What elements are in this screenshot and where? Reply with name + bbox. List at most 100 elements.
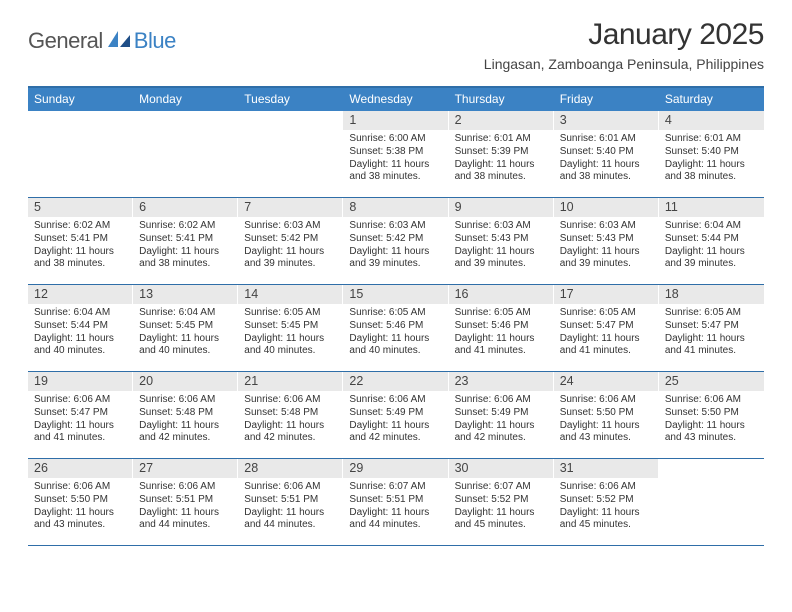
day-number: 3	[554, 111, 659, 130]
calendar-cell: 28Sunrise: 6:06 AMSunset: 5:51 PMDayligh…	[238, 459, 343, 545]
day-detail-line: Daylight: 11 hours	[349, 507, 442, 520]
day-detail-line: and 38 minutes.	[455, 171, 548, 184]
day-detail-line: and 39 minutes.	[244, 258, 337, 271]
calendar-cell: 1Sunrise: 6:00 AMSunset: 5:38 PMDaylight…	[343, 111, 448, 197]
day-number: 13	[133, 285, 238, 304]
day-detail-line: Daylight: 11 hours	[560, 507, 653, 520]
day-details: Sunrise: 6:06 AMSunset: 5:52 PMDaylight:…	[554, 478, 659, 532]
day-number: 21	[238, 372, 343, 391]
calendar-cell: 20Sunrise: 6:06 AMSunset: 5:48 PMDayligh…	[133, 372, 238, 458]
day-number: 24	[554, 372, 659, 391]
day-number: 25	[659, 372, 764, 391]
day-detail-line: Sunset: 5:45 PM	[139, 320, 232, 333]
day-detail-line: Sunrise: 6:00 AM	[349, 133, 442, 146]
day-detail-line: Sunrise: 6:07 AM	[455, 481, 548, 494]
brand-text-general: General	[28, 28, 103, 54]
day-number: 31	[554, 459, 659, 478]
day-number: 4	[659, 111, 764, 130]
day-detail-line: Sunset: 5:52 PM	[455, 494, 548, 507]
calendar-week-row: 1Sunrise: 6:00 AMSunset: 5:38 PMDaylight…	[28, 111, 764, 198]
day-detail-line: Daylight: 11 hours	[244, 507, 337, 520]
day-number: 26	[28, 459, 133, 478]
day-detail-line: Sunrise: 6:05 AM	[244, 307, 337, 320]
day-number: 15	[343, 285, 448, 304]
day-detail-line: and 39 minutes.	[349, 258, 442, 271]
day-detail-line: and 39 minutes.	[665, 258, 758, 271]
day-number	[659, 459, 764, 478]
day-detail-line: Sunrise: 6:02 AM	[34, 220, 127, 233]
day-number: 17	[554, 285, 659, 304]
day-detail-line: Sunrise: 6:06 AM	[560, 481, 653, 494]
day-details: Sunrise: 6:05 AMSunset: 5:46 PMDaylight:…	[343, 304, 448, 358]
day-detail-line: Sunset: 5:46 PM	[349, 320, 442, 333]
day-detail-line: and 44 minutes.	[139, 519, 232, 532]
calendar-cell	[238, 111, 343, 197]
calendar-cell: 18Sunrise: 6:05 AMSunset: 5:47 PMDayligh…	[659, 285, 764, 371]
brand-text-blue: Blue	[134, 28, 176, 54]
day-detail-line: Sunrise: 6:06 AM	[349, 394, 442, 407]
day-details: Sunrise: 6:01 AMSunset: 5:40 PMDaylight:…	[659, 130, 764, 184]
day-details: Sunrise: 6:06 AMSunset: 5:50 PMDaylight:…	[28, 478, 133, 532]
day-detail-line: Sunrise: 6:02 AM	[139, 220, 232, 233]
day-detail-line: Sunrise: 6:06 AM	[34, 481, 127, 494]
calendar-cell: 22Sunrise: 6:06 AMSunset: 5:49 PMDayligh…	[343, 372, 448, 458]
day-detail-line: Sunset: 5:43 PM	[560, 233, 653, 246]
day-details: Sunrise: 6:06 AMSunset: 5:51 PMDaylight:…	[133, 478, 238, 532]
day-detail-line: Sunset: 5:48 PM	[139, 407, 232, 420]
day-details: Sunrise: 6:06 AMSunset: 5:49 PMDaylight:…	[449, 391, 554, 445]
day-details: Sunrise: 6:06 AMSunset: 5:49 PMDaylight:…	[343, 391, 448, 445]
day-detail-line: Daylight: 11 hours	[349, 420, 442, 433]
day-detail-line: and 38 minutes.	[349, 171, 442, 184]
day-detail-line: and 40 minutes.	[34, 345, 127, 358]
day-number: 6	[133, 198, 238, 217]
calendar-cell: 27Sunrise: 6:06 AMSunset: 5:51 PMDayligh…	[133, 459, 238, 545]
day-detail-line: and 41 minutes.	[665, 345, 758, 358]
day-detail-line: Sunrise: 6:06 AM	[560, 394, 653, 407]
calendar-cell: 11Sunrise: 6:04 AMSunset: 5:44 PMDayligh…	[659, 198, 764, 284]
header: General Blue January 2025 Lingasan, Zamb…	[28, 18, 764, 72]
day-detail-line: Daylight: 11 hours	[455, 333, 548, 346]
day-detail-line: and 40 minutes.	[244, 345, 337, 358]
day-detail-line: and 44 minutes.	[244, 519, 337, 532]
day-header-cell: Friday	[554, 88, 659, 111]
day-detail-line: Daylight: 11 hours	[455, 507, 548, 520]
day-detail-line: Daylight: 11 hours	[244, 420, 337, 433]
day-detail-line: and 39 minutes.	[455, 258, 548, 271]
calendar-cell: 7Sunrise: 6:03 AMSunset: 5:42 PMDaylight…	[238, 198, 343, 284]
day-details: Sunrise: 6:05 AMSunset: 5:47 PMDaylight:…	[659, 304, 764, 358]
calendar-cell	[133, 111, 238, 197]
day-details: Sunrise: 6:02 AMSunset: 5:41 PMDaylight:…	[28, 217, 133, 271]
day-detail-line: Sunset: 5:42 PM	[349, 233, 442, 246]
day-detail-line: Daylight: 11 hours	[455, 420, 548, 433]
location-subtitle: Lingasan, Zamboanga Peninsula, Philippin…	[484, 56, 764, 72]
calendar-week-row: 12Sunrise: 6:04 AMSunset: 5:44 PMDayligh…	[28, 285, 764, 372]
calendar-cell: 5Sunrise: 6:02 AMSunset: 5:41 PMDaylight…	[28, 198, 133, 284]
day-header-cell: Monday	[133, 88, 238, 111]
day-detail-line: Daylight: 11 hours	[560, 420, 653, 433]
calendar-cell: 4Sunrise: 6:01 AMSunset: 5:40 PMDaylight…	[659, 111, 764, 197]
day-detail-line: Daylight: 11 hours	[665, 420, 758, 433]
calendar-weeks: 1Sunrise: 6:00 AMSunset: 5:38 PMDaylight…	[28, 111, 764, 546]
day-detail-line: Sunset: 5:50 PM	[560, 407, 653, 420]
day-detail-line: and 40 minutes.	[349, 345, 442, 358]
day-details: Sunrise: 6:03 AMSunset: 5:42 PMDaylight:…	[238, 217, 343, 271]
day-detail-line: Sunset: 5:43 PM	[455, 233, 548, 246]
day-detail-line: Daylight: 11 hours	[455, 159, 548, 172]
day-detail-line: Sunrise: 6:06 AM	[244, 481, 337, 494]
calendar-week-row: 5Sunrise: 6:02 AMSunset: 5:41 PMDaylight…	[28, 198, 764, 285]
calendar-cell	[659, 459, 764, 545]
day-detail-line: Daylight: 11 hours	[349, 159, 442, 172]
day-detail-line: Sunset: 5:45 PM	[244, 320, 337, 333]
calendar-cell: 19Sunrise: 6:06 AMSunset: 5:47 PMDayligh…	[28, 372, 133, 458]
day-detail-line: Sunrise: 6:06 AM	[139, 394, 232, 407]
day-detail-line: and 38 minutes.	[139, 258, 232, 271]
calendar-cell: 6Sunrise: 6:02 AMSunset: 5:41 PMDaylight…	[133, 198, 238, 284]
day-detail-line: Sunset: 5:44 PM	[665, 233, 758, 246]
day-number: 30	[449, 459, 554, 478]
day-detail-line: Daylight: 11 hours	[34, 246, 127, 259]
day-detail-line: and 41 minutes.	[560, 345, 653, 358]
day-detail-line: Sunset: 5:42 PM	[244, 233, 337, 246]
calendar-cell: 16Sunrise: 6:05 AMSunset: 5:46 PMDayligh…	[449, 285, 554, 371]
day-details: Sunrise: 6:03 AMSunset: 5:42 PMDaylight:…	[343, 217, 448, 271]
day-detail-line: Sunrise: 6:03 AM	[560, 220, 653, 233]
